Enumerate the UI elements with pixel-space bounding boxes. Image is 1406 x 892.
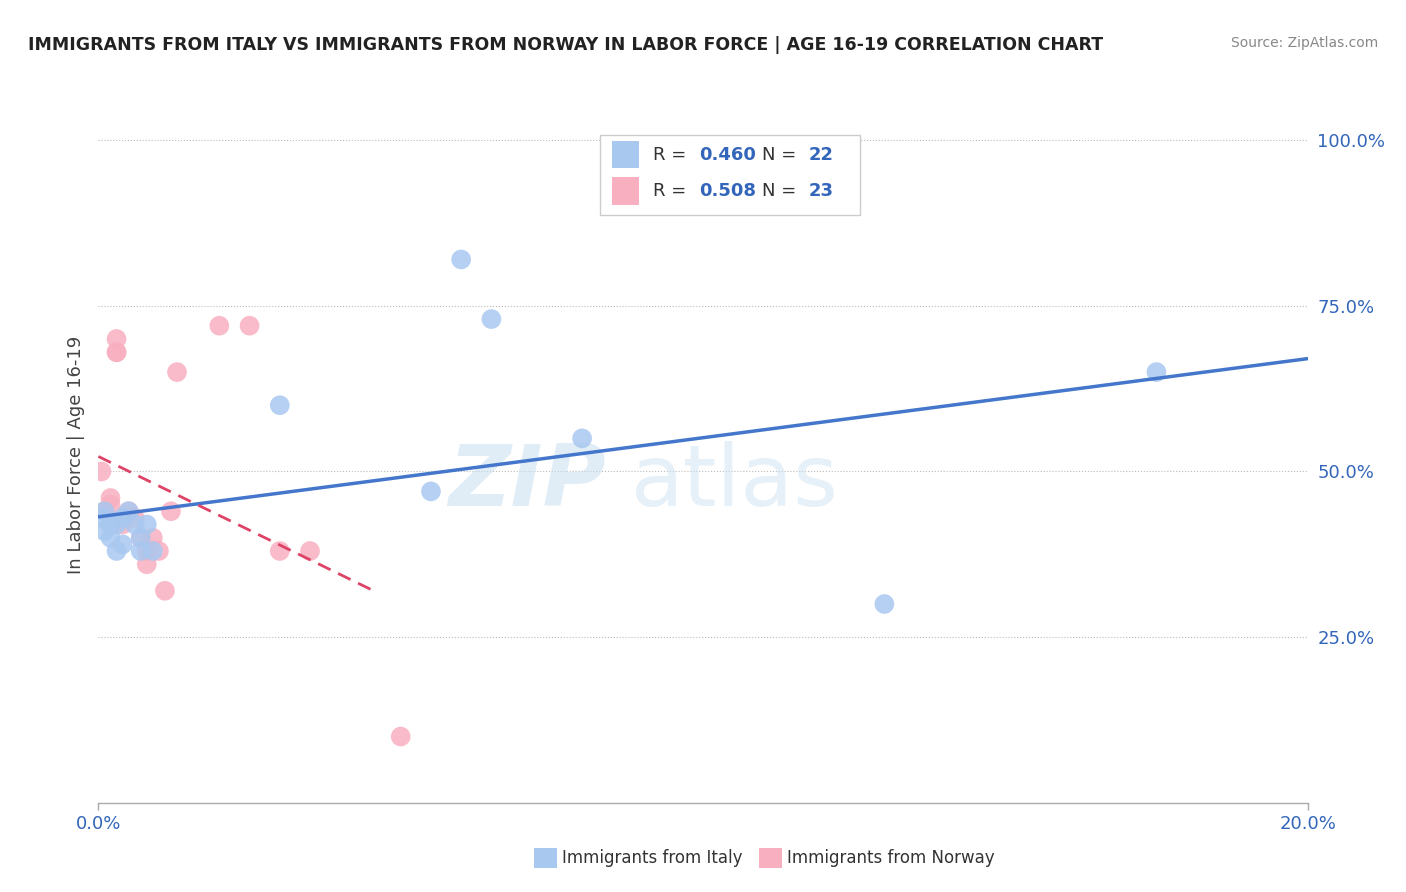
Point [148, 544, 170, 558]
Text: Source: ZipAtlas.com: Source: ZipAtlas.com [1230, 36, 1378, 50]
Text: 0.508: 0.508 [699, 182, 756, 201]
Text: R =: R = [654, 145, 692, 163]
Point [420, 484, 443, 499]
Point [129, 531, 152, 545]
Text: 22: 22 [808, 145, 834, 163]
Point [100, 498, 122, 512]
Text: R =: R = [654, 182, 692, 201]
Point [105, 517, 128, 532]
Point [93, 524, 115, 538]
Point [269, 544, 291, 558]
Point [481, 312, 503, 326]
Text: Immigrants from Italy: Immigrants from Italy [562, 849, 742, 867]
FancyBboxPatch shape [613, 141, 638, 169]
Point [160, 504, 183, 518]
Point [124, 517, 146, 532]
Point [100, 531, 122, 545]
Point [135, 517, 157, 532]
Text: ZIP: ZIP [449, 442, 606, 524]
Point [135, 558, 157, 572]
Point [1144, 365, 1167, 379]
Point [124, 511, 146, 525]
Point [93, 504, 115, 518]
FancyBboxPatch shape [613, 178, 638, 205]
Point [239, 318, 262, 333]
Y-axis label: In Labor Force | Age 16-19: In Labor Force | Age 16-19 [66, 335, 84, 574]
Text: 23: 23 [808, 182, 834, 201]
Point [208, 318, 231, 333]
Point [93, 504, 115, 518]
Point [166, 365, 188, 379]
Point [142, 531, 165, 545]
Point [105, 332, 128, 346]
Point [129, 531, 152, 545]
Point [111, 511, 134, 525]
Text: 0.460: 0.460 [699, 145, 756, 163]
Point [111, 517, 134, 532]
Text: atlas: atlas [630, 442, 838, 524]
FancyBboxPatch shape [600, 135, 860, 215]
Point [105, 345, 128, 359]
Text: N =: N = [762, 145, 803, 163]
Point [90, 511, 112, 525]
Point [142, 544, 165, 558]
Point [118, 504, 141, 518]
Point [153, 583, 176, 598]
Point [269, 398, 291, 412]
Text: Immigrants from Norway: Immigrants from Norway [787, 849, 995, 867]
Point [105, 544, 128, 558]
Text: N =: N = [762, 182, 803, 201]
Point [873, 597, 896, 611]
Point [90, 465, 112, 479]
Text: IMMIGRANTS FROM ITALY VS IMMIGRANTS FROM NORWAY IN LABOR FORCE | AGE 16-19 CORRE: IMMIGRANTS FROM ITALY VS IMMIGRANTS FROM… [28, 36, 1104, 54]
Point [389, 730, 412, 744]
Point [571, 431, 593, 445]
Point [118, 504, 141, 518]
Point [105, 345, 128, 359]
Point [135, 544, 157, 558]
Point [111, 537, 134, 551]
Point [299, 544, 322, 558]
Point [100, 491, 122, 505]
Point [129, 544, 152, 558]
Point [100, 517, 122, 532]
Point [450, 252, 472, 267]
